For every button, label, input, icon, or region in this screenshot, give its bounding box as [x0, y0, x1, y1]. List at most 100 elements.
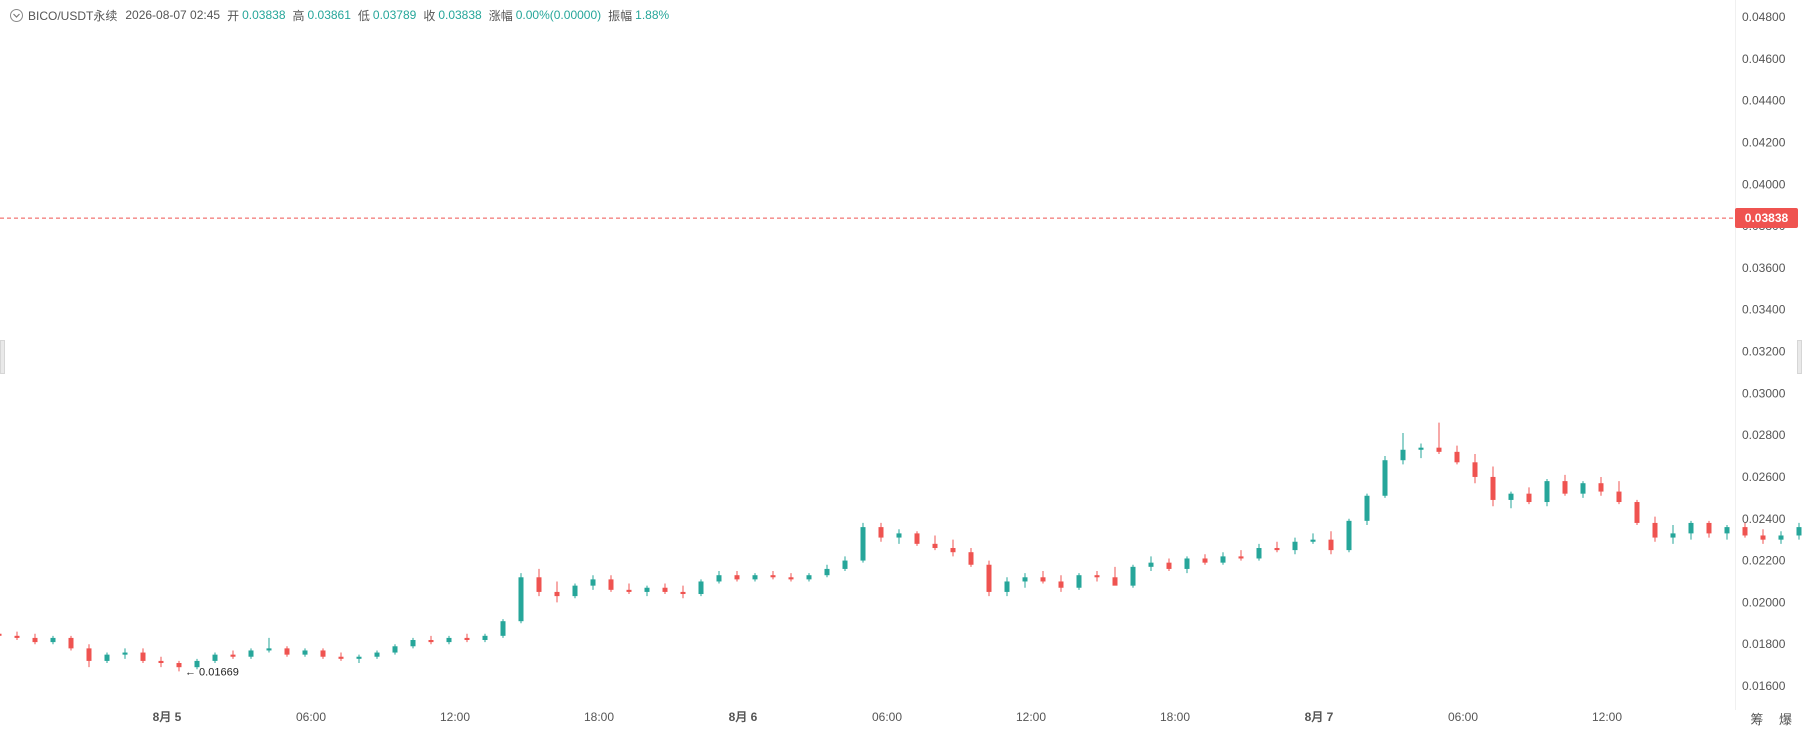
- candle-body: [1544, 481, 1550, 503]
- candle-body: [392, 646, 398, 653]
- candle-body: [860, 527, 866, 561]
- candle-body: [914, 533, 920, 544]
- candle-body: [320, 650, 326, 657]
- x-tick-label: 06:00: [296, 710, 326, 724]
- candle-body: [968, 552, 974, 565]
- current-price-tag: 0.03838: [1735, 208, 1798, 229]
- candle-body: [1418, 447, 1424, 450]
- chevron-down-icon[interactable]: [10, 8, 23, 22]
- candle-body: [482, 635, 488, 641]
- candle-body: [788, 577, 794, 580]
- candle-body: [1400, 449, 1406, 461]
- candle-body: [590, 579, 596, 586]
- candle-body: [1166, 562, 1172, 569]
- candle-body: [518, 577, 524, 622]
- y-tick-label: 0.01800: [1742, 637, 1786, 651]
- y-tick-label: 0.02600: [1742, 470, 1786, 484]
- candle-body: [1238, 556, 1244, 559]
- candle-datetime: 2026-08-07 02:45: [125, 8, 221, 22]
- x-tick-label: 12:00: [440, 710, 470, 724]
- high-label: 高: [292, 8, 305, 23]
- y-tick-label: 0.02200: [1742, 554, 1786, 568]
- change-value: 0.00%(0.00000): [515, 8, 602, 22]
- candle-body: [410, 640, 416, 647]
- low-value: 0.03789: [372, 8, 417, 22]
- y-tick-label: 0.04800: [1742, 10, 1786, 24]
- x-tick-label: 12:00: [1016, 710, 1046, 724]
- y-tick-label: 0.04200: [1742, 135, 1786, 149]
- candle-body: [1562, 481, 1568, 494]
- candle-body: [1508, 493, 1514, 500]
- y-tick-label: 0.02800: [1742, 428, 1786, 442]
- candle-body: [1310, 539, 1316, 542]
- candle-body: [716, 575, 722, 582]
- candle-body: [1436, 447, 1442, 452]
- low-label: 低: [357, 8, 370, 23]
- y-tick-label: 0.04000: [1742, 177, 1786, 191]
- candle-body: [140, 652, 146, 661]
- candle-body: [1382, 460, 1388, 496]
- candle-body: [1796, 527, 1802, 536]
- candle-body: [14, 635, 20, 638]
- y-tick-label: 0.03400: [1742, 303, 1786, 317]
- amplitude-value: 1.88%: [635, 8, 670, 22]
- right-scroll-handle[interactable]: [1797, 340, 1802, 374]
- candle-body: [230, 654, 236, 657]
- candle-body: [428, 640, 434, 643]
- candle-body: [50, 637, 56, 643]
- candle-body: [1346, 520, 1352, 551]
- candle-body: [248, 650, 254, 657]
- candle-body: [1616, 491, 1622, 503]
- candle-body: [1454, 451, 1460, 463]
- candle-body: [950, 548, 956, 553]
- candle-body: [500, 621, 506, 636]
- candle-body: [464, 637, 470, 641]
- candle-body: [122, 652, 128, 655]
- candle-body: [104, 654, 110, 661]
- candle-body: [338, 656, 344, 659]
- y-tick-label: 0.01600: [1742, 679, 1786, 693]
- candle-body: [194, 660, 200, 668]
- y-tick-label: 0.03600: [1742, 261, 1786, 275]
- candle-body: [302, 650, 308, 655]
- candle-body: [734, 575, 740, 580]
- candle-body: [446, 637, 452, 643]
- candle-body: [1220, 556, 1226, 563]
- candle-body: [572, 585, 578, 597]
- candle-body: [626, 589, 632, 592]
- candle-body: [1760, 535, 1766, 540]
- candle-body: [698, 581, 704, 595]
- candle-body: [1364, 495, 1370, 521]
- symbol-name[interactable]: BICO/USDT永续: [28, 8, 118, 23]
- candle-body: [1742, 527, 1748, 536]
- candle-body: [1202, 558, 1208, 563]
- open-label: 开: [227, 8, 240, 23]
- left-scroll-handle[interactable]: [0, 340, 5, 374]
- candle-body: [284, 648, 290, 655]
- candle-body: [0, 633, 2, 636]
- candle-body: [266, 648, 272, 651]
- candle-body: [32, 637, 38, 643]
- candle-body: [752, 575, 758, 580]
- y-tick-label: 0.02000: [1742, 595, 1786, 609]
- candle-body: [1634, 502, 1640, 523]
- candle-body: [842, 560, 848, 569]
- y-tick-label: 0.04600: [1742, 52, 1786, 66]
- candle-body: [536, 577, 542, 592]
- candle-body: [1112, 577, 1118, 586]
- candle-body: [1724, 527, 1730, 534]
- candle-body: [86, 648, 92, 661]
- candle-body: [356, 656, 362, 659]
- candle-body: [878, 527, 884, 538]
- candle-body: [1778, 535, 1784, 540]
- candle-body: [1688, 522, 1694, 534]
- candle-body: [1148, 562, 1154, 567]
- candle-body: [824, 568, 830, 576]
- ohlc-legend: BICO/USDT永续 2026-08-07 02:45 开 0.03838 高…: [10, 6, 669, 24]
- x-tick-label: 8月 7: [1305, 710, 1334, 724]
- bottom-right-tools[interactable]: 筹 爆: [1750, 712, 1798, 727]
- x-tick-label: 8月 6: [729, 710, 758, 724]
- candle-body: [896, 533, 902, 538]
